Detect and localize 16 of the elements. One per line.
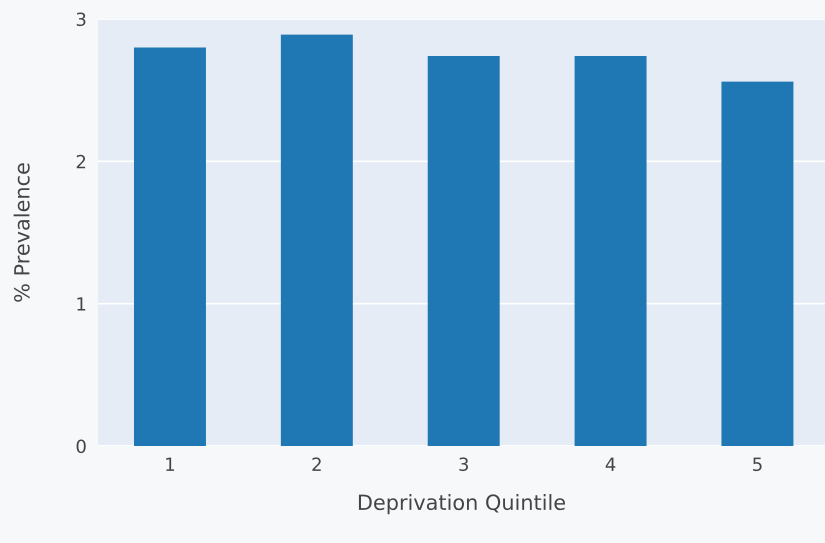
x-tick-label: 3 [459, 457, 468, 472]
x-tick-label: 5 [753, 458, 762, 472]
bar [428, 56, 500, 446]
bar [721, 82, 794, 446]
y-tick-label: 3 [76, 12, 86, 26]
bar [574, 56, 647, 446]
x-tick-label: 4 [606, 458, 616, 471]
y-tick-label: 1 [77, 297, 86, 311]
y-tick-label: 0 [76, 439, 86, 454]
bar [280, 34, 353, 446]
x-tick-label: 2 [312, 457, 321, 471]
y-axis-title: % Prevalence [14, 163, 30, 302]
x-axis-title: Deprivation Quintile [358, 494, 565, 514]
x-tick-label: 1 [166, 458, 174, 471]
bar [134, 47, 206, 446]
y-tick-label: 2 [76, 154, 86, 168]
